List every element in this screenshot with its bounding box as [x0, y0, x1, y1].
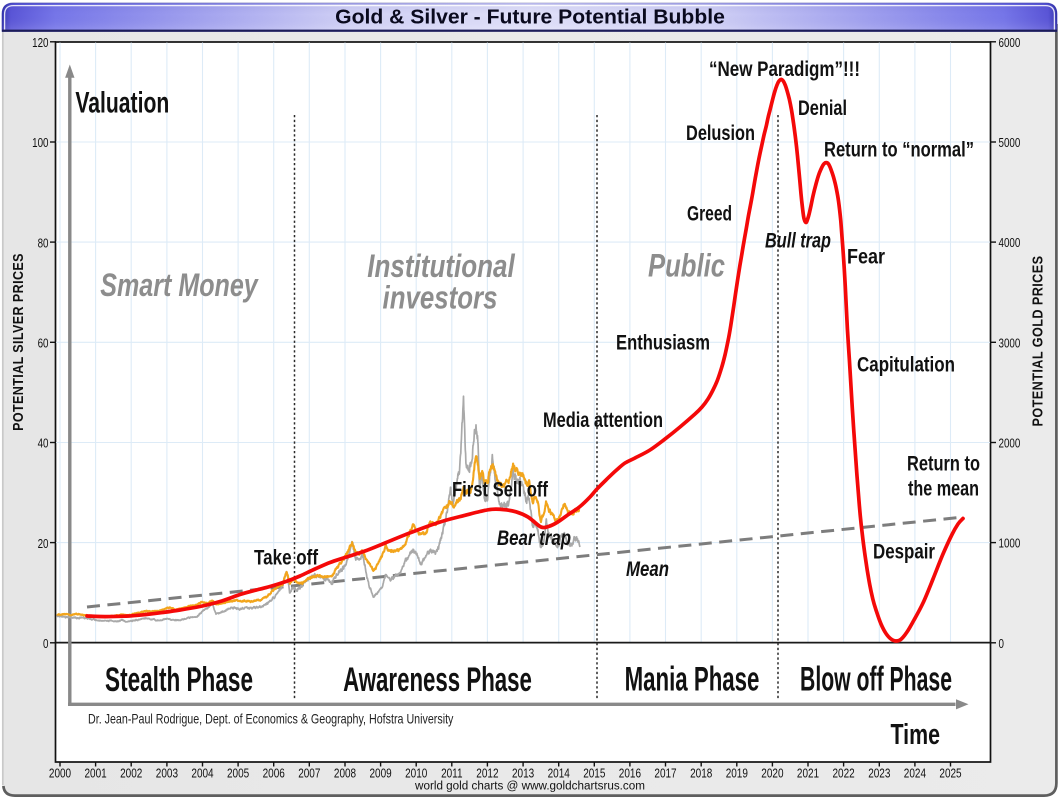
svg-text:4000: 4000 [999, 237, 1021, 250]
svg-text:Enthusiasm: Enthusiasm [616, 332, 710, 355]
svg-text:5000: 5000 [999, 137, 1021, 150]
svg-text:2007: 2007 [298, 768, 320, 781]
svg-text:2023: 2023 [868, 768, 890, 781]
svg-text:Awareness Phase: Awareness Phase [343, 661, 532, 699]
svg-text:2017: 2017 [654, 768, 676, 781]
svg-text:2000: 2000 [999, 437, 1021, 450]
svg-text:120: 120 [32, 37, 48, 50]
svg-text:2018: 2018 [690, 768, 712, 781]
svg-text:2009: 2009 [369, 768, 391, 781]
svg-text:2010: 2010 [405, 768, 427, 781]
svg-text:2016: 2016 [619, 768, 641, 781]
svg-text:world gold charts @ www.goldch: world gold charts @ www.goldchartsrus.co… [414, 778, 645, 792]
svg-text:Dr. Jean-Paul Rodrigue, Dept.: Dr. Jean-Paul Rodrigue, Dept. of Economi… [88, 711, 454, 727]
svg-text:Despair: Despair [873, 541, 935, 564]
svg-text:Blow off Phase: Blow off Phase [800, 661, 952, 699]
svg-text:First Sell off: First Sell off [452, 479, 549, 502]
svg-text:“New Paradigm”!!!: “New Paradigm”!!! [709, 58, 860, 81]
svg-text:3000: 3000 [999, 337, 1021, 350]
svg-text:2003: 2003 [156, 768, 178, 781]
svg-text:2022: 2022 [832, 768, 854, 781]
svg-text:Valuation: Valuation [75, 87, 169, 119]
svg-text:Mean: Mean [626, 558, 669, 581]
svg-text:2005: 2005 [227, 768, 249, 781]
svg-text:POTENTIAL GOLD PRICES: POTENTIAL GOLD PRICES [1029, 256, 1046, 427]
svg-text:2020: 2020 [761, 768, 783, 781]
svg-text:Bear trap: Bear trap [497, 527, 571, 550]
svg-text:Return to: Return to [907, 452, 980, 475]
svg-text:0: 0 [999, 638, 1004, 651]
svg-text:2006: 2006 [263, 768, 285, 781]
svg-text:2008: 2008 [334, 768, 356, 781]
svg-text:Fear: Fear [847, 245, 885, 269]
svg-text:Time: Time [890, 719, 939, 751]
svg-text:2025: 2025 [939, 768, 961, 781]
svg-text:Mania Phase: Mania Phase [625, 661, 760, 699]
svg-text:2000: 2000 [49, 768, 71, 781]
svg-text:Smart Money: Smart Money [100, 268, 259, 304]
svg-text:2004: 2004 [191, 768, 213, 781]
svg-text:2013: 2013 [512, 768, 534, 781]
svg-text:40: 40 [38, 438, 49, 451]
svg-text:Institutional: Institutional [367, 250, 515, 285]
svg-text:2015: 2015 [583, 768, 605, 781]
svg-text:Gold & Silver - Future Potenti: Gold & Silver - Future Potential Bubble [335, 6, 725, 29]
svg-text:2024: 2024 [904, 768, 926, 781]
svg-text:2012: 2012 [476, 768, 498, 781]
svg-text:Delusion: Delusion [686, 121, 755, 144]
svg-text:the mean: the mean [908, 476, 979, 500]
svg-text:2021: 2021 [797, 768, 819, 781]
svg-text:2002: 2002 [120, 768, 142, 781]
svg-text:investors: investors [383, 281, 498, 316]
svg-text:Stealth Phase: Stealth Phase [105, 662, 253, 700]
svg-text:2014: 2014 [548, 768, 570, 781]
svg-text:100: 100 [32, 137, 48, 150]
svg-text:Greed: Greed [687, 201, 732, 225]
svg-text:Bull trap: Bull trap [765, 228, 831, 251]
svg-text:2019: 2019 [726, 768, 748, 781]
svg-text:60: 60 [38, 337, 49, 350]
svg-text:Return to “normal”: Return to “normal” [824, 139, 974, 162]
svg-text:Capitulation: Capitulation [857, 354, 955, 377]
svg-text:20: 20 [38, 538, 49, 551]
svg-text:6000: 6000 [999, 37, 1021, 50]
svg-text:0: 0 [43, 638, 48, 651]
svg-text:Take off: Take off [254, 547, 319, 570]
svg-text:Media attention: Media attention [543, 408, 663, 431]
svg-text:80: 80 [38, 237, 49, 250]
svg-text:2011: 2011 [441, 768, 462, 781]
svg-text:Public: Public [648, 249, 725, 284]
svg-text:POTENTIAL SILVER PRICES: POTENTIAL SILVER PRICES [9, 253, 26, 431]
svg-text:2001: 2001 [84, 768, 106, 781]
svg-text:Denial: Denial [798, 96, 847, 119]
svg-text:1000: 1000 [999, 538, 1021, 551]
